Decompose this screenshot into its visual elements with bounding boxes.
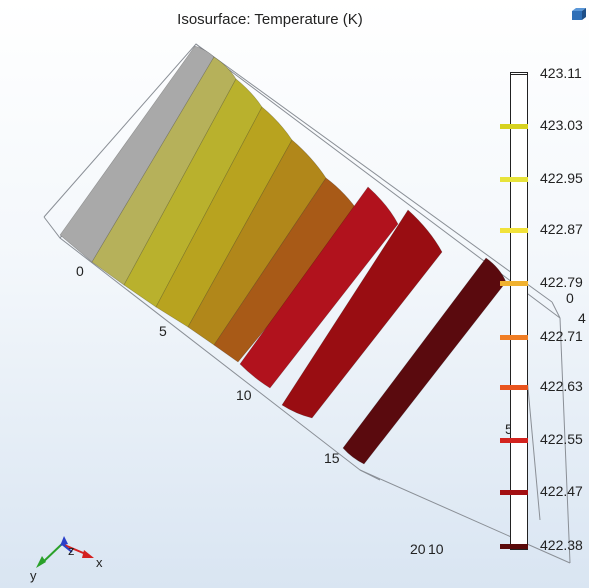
cube-icon[interactable] <box>570 8 586 22</box>
colorbar-tick-9 <box>500 544 528 549</box>
x-tick-0: 0 <box>76 263 84 279</box>
colorbar-label-0: 423.11 <box>540 65 582 81</box>
isosurface-group <box>59 45 507 465</box>
r-tick-4: 4 <box>578 310 586 326</box>
colorbar-label-1: 423.03 <box>540 117 583 133</box>
colorbar-tick-1 <box>500 124 528 129</box>
isosurface-1 <box>59 45 215 263</box>
plot-title: Isosurface: Temperature (K) <box>177 11 363 28</box>
colorbar-label-8: 422.47 <box>540 483 583 499</box>
isosurface-5 <box>187 139 327 346</box>
colorbar-tick-7 <box>500 438 528 443</box>
colorbar-tick-6 <box>500 385 528 390</box>
triad-z-label: z <box>68 543 75 558</box>
colorbar-label-6: 422.63 <box>540 378 583 394</box>
colorbar-label-2: 422.95 <box>540 170 583 186</box>
isosurface-7 <box>239 186 399 389</box>
x-tick-5: 5 <box>159 323 167 339</box>
r-tick-5: 5 <box>505 421 513 437</box>
x-tick-10: 10 <box>236 387 252 403</box>
right-axis-ticks: 0 4 5 10 <box>428 290 586 557</box>
triad-x-label: x <box>96 555 103 570</box>
colorbar-label-4: 422.79 <box>540 274 583 290</box>
colorbar-label-3: 422.87 <box>540 221 583 237</box>
colorbar-tick-2 <box>500 177 528 182</box>
r-tick-10: 10 <box>428 541 444 557</box>
colorbar-tick-3 <box>500 228 528 233</box>
colorbar-label-9: 422.38 <box>540 537 583 553</box>
x-tick-15: 15 <box>324 450 340 466</box>
colorbar-label-5: 422.71 <box>540 328 583 344</box>
isosurface-4 <box>155 106 293 328</box>
colorbar-legend <box>510 72 528 550</box>
colorbar-tick-5 <box>500 335 528 340</box>
colorbar-tick-8 <box>500 490 528 495</box>
colorbar-label-7: 422.55 <box>540 431 583 447</box>
x-tick-20: 20 <box>410 541 426 557</box>
axis-triad: y z x <box>30 536 103 583</box>
r-tick-0: 0 <box>566 290 574 306</box>
colorbar-tick-0 <box>510 74 528 75</box>
triad-y-label: y <box>30 568 37 583</box>
isosurface-3 <box>123 78 263 308</box>
isosurface-2 <box>91 56 237 286</box>
isosurface-8 <box>281 209 443 419</box>
x-axis-ticks: 0 5 10 15 20 <box>76 263 426 557</box>
colorbar-tick-4 <box>500 281 528 286</box>
